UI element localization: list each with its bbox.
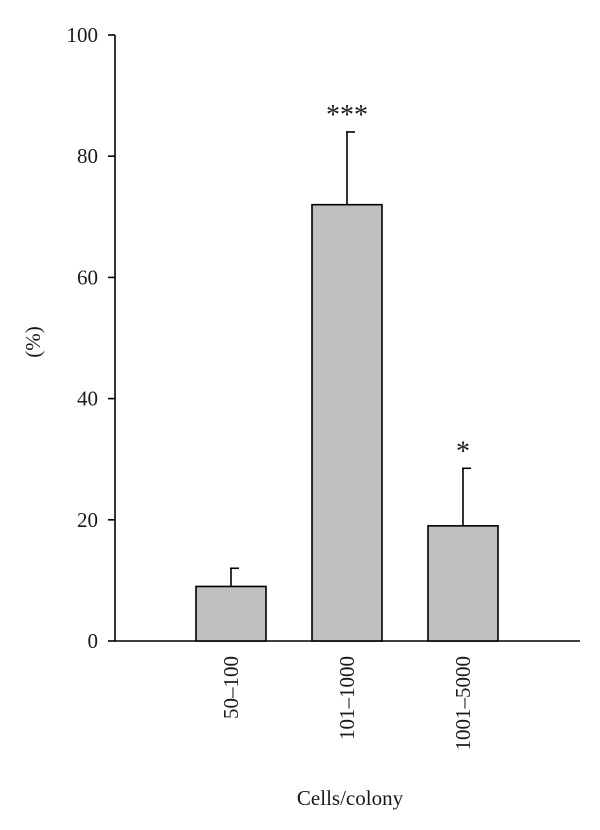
x-axis: 50–100 101–1000 1001–5000 bbox=[115, 640, 580, 751]
x-axis-label: Cells/colony bbox=[297, 786, 404, 810]
y-tick-label: 40 bbox=[77, 387, 98, 411]
bar bbox=[195, 585, 267, 642]
significance-mark: *** bbox=[326, 100, 368, 131]
x-category-label: 50–100 bbox=[219, 656, 243, 719]
y-axis-label: (%) bbox=[21, 326, 45, 357]
significance-annotations: **** bbox=[326, 100, 470, 467]
y-tick-label: 60 bbox=[77, 265, 98, 289]
x-category-label: 1001–5000 bbox=[451, 656, 475, 751]
y-tick-label: 100 bbox=[67, 23, 99, 47]
significance-mark: * bbox=[456, 436, 470, 467]
bar bbox=[427, 525, 499, 642]
y-tick-label: 80 bbox=[77, 144, 98, 168]
y-tick-label: 20 bbox=[77, 508, 98, 532]
y-axis: 0 20 40 60 80 100 bbox=[67, 23, 116, 653]
x-category-label: 101–1000 bbox=[335, 656, 359, 740]
error-bars bbox=[230, 131, 471, 587]
y-tick-label: 0 bbox=[88, 629, 99, 653]
bar bbox=[311, 203, 383, 642]
bars bbox=[195, 203, 499, 642]
